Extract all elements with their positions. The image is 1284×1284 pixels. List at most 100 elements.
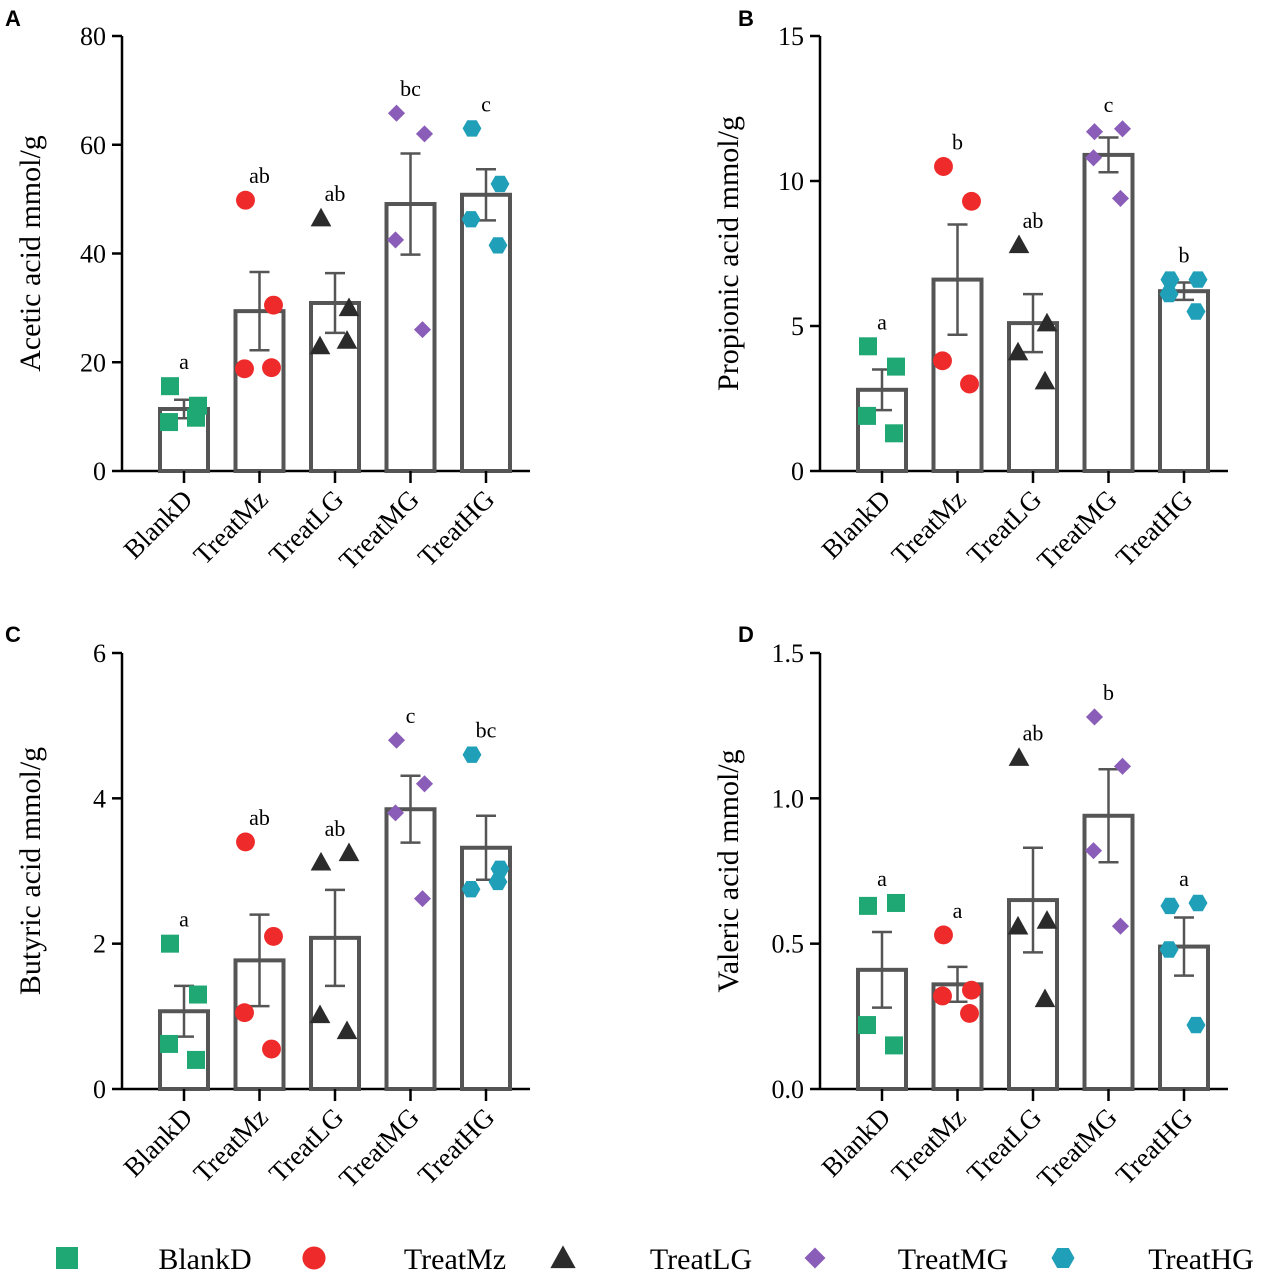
data-point-TreatHG (1159, 285, 1179, 303)
data-point-BlankD (858, 406, 876, 425)
data-point-TreatMz (235, 1003, 254, 1023)
panel-D: D 0.0 0.5 1.0 1.5 Valeric acid mmol/g a BlankD a… (712, 622, 1228, 1194)
legend-marker-BlankD (56, 1247, 78, 1269)
x-tick-label: TreatMG (333, 1102, 425, 1194)
legend-marker-TreatLG (550, 1245, 576, 1269)
y-tick-label: 1.5 (772, 639, 805, 668)
legend-label-TreatMz: TreatMz (404, 1243, 506, 1276)
data-point-TreatLG (1007, 915, 1029, 935)
x-tick-label: TreatHG (1110, 484, 1198, 572)
data-point-TreatLG (336, 1020, 358, 1040)
data-point-TreatMG (1111, 189, 1130, 207)
data-point-TreatLG (1034, 988, 1056, 1008)
x-tick-label: TreatMz (187, 1102, 273, 1188)
significance-label: bc (476, 718, 497, 743)
data-point-TreatLG (310, 851, 332, 871)
panel-letter: D (738, 622, 754, 647)
data-point-TreatLG (338, 842, 360, 862)
data-point-TreatMG (1084, 149, 1103, 167)
legend-label-TreatMG: TreatMG (898, 1243, 1009, 1276)
data-point-BlankD (859, 896, 877, 915)
significance-label: b (1179, 243, 1190, 268)
data-point-TreatLG (1036, 910, 1058, 929)
data-point-TreatMG (386, 231, 405, 249)
y-tick-label: 0.0 (772, 1075, 805, 1104)
data-point-BlankD (187, 408, 205, 427)
data-point-TreatHG (1159, 941, 1179, 958)
y-tick-label: 15 (778, 22, 804, 51)
y-tick-label: 5 (791, 312, 804, 341)
bar-TreatMG (384, 807, 437, 1091)
data-point-TreatMz (934, 157, 953, 176)
bar-TreatHG (460, 192, 512, 473)
data-point-TreatMz (236, 832, 255, 852)
y-tick-label: 60 (80, 131, 106, 160)
data-point-BlankD (161, 377, 179, 396)
panel-A: A 0 20 40 60 80 Acetic acid mmol/g a BlankD ab Tre… (5, 6, 530, 576)
data-point-TreatLG (310, 207, 332, 227)
data-point-TreatMz (235, 359, 254, 379)
data-point-BlankD (187, 1050, 205, 1069)
y-axis-label: Acetic acid mmol/g (14, 135, 47, 372)
significance-label: c (406, 703, 416, 728)
data-point-TreatMz (262, 1039, 281, 1059)
data-point-TreatHG (1160, 271, 1180, 288)
y-tick-label: 80 (80, 22, 106, 51)
data-point-TreatLG (1036, 312, 1058, 332)
significance-label: a (953, 898, 963, 923)
data-point-TreatHG (488, 873, 508, 891)
data-point-TreatLG (1007, 341, 1029, 361)
data-point-TreatMz (236, 190, 255, 210)
y-axis-label: Propionic acid mmol/g (712, 116, 745, 391)
y-tick-label: 0.5 (772, 930, 805, 959)
x-tick-label: TreatHG (412, 484, 500, 572)
data-point-TreatMz (262, 358, 281, 378)
x-tick-label: TreatMz (885, 484, 971, 570)
data-point-TreatLG (1008, 747, 1030, 766)
data-point-TreatMG (1111, 917, 1130, 935)
bar-TreatMG (1082, 152, 1135, 473)
x-tick-label: TreatMz (885, 1102, 971, 1188)
data-point-TreatLG (309, 335, 331, 355)
significance-label: c (481, 91, 491, 116)
data-point-TreatHG (1186, 1016, 1206, 1034)
data-point-BlankD (885, 424, 903, 443)
data-point-TreatHG (461, 881, 481, 898)
data-point-BlankD (885, 1036, 903, 1055)
data-point-TreatLG (1034, 370, 1056, 390)
data-point-BlankD (161, 934, 179, 953)
y-axis-label: Butyric acid mmol/g (14, 747, 47, 995)
x-tick-label: TreatMG (1031, 1102, 1123, 1194)
data-point-TreatMz (962, 191, 981, 211)
data-point-TreatMz (960, 1003, 979, 1023)
y-tick-label: 0 (93, 1075, 106, 1104)
significance-label: a (1179, 866, 1189, 891)
x-tick-label: TreatMG (333, 484, 425, 576)
significance-label: ab (249, 805, 270, 830)
panel-B: B 0 5 10 15 Propionic acid mmol/g a BlankD b Trea… (712, 6, 1228, 576)
significance-label: ab (249, 163, 270, 188)
significance-label: ab (1023, 721, 1044, 746)
data-point-TreatHG (1160, 897, 1180, 915)
data-point-TreatMG (1085, 708, 1104, 726)
data-point-TreatMG (413, 321, 432, 339)
significance-label: b (952, 130, 963, 155)
panel-C: C 0 2 4 6 Butyric acid mmol/g a BlankD ab TreatMz… (5, 622, 530, 1194)
data-point-TreatMG (415, 775, 434, 793)
y-axis-label: Valeric acid mmol/g (712, 749, 745, 992)
data-point-TreatLG (309, 1004, 331, 1024)
legend-label-TreatLG: TreatLG (650, 1243, 752, 1276)
panel-letter: B (738, 6, 754, 31)
data-point-BlankD (858, 1016, 876, 1035)
bar-TreatHG (1158, 289, 1210, 474)
data-point-TreatMz (933, 986, 952, 1006)
y-tick-label: 0 (93, 457, 106, 486)
legend-marker-TreatMG (804, 1247, 826, 1269)
x-tick-label: BlankD (816, 484, 897, 565)
data-point-TreatLG (338, 297, 360, 317)
legend-label-TreatHG: TreatHG (1148, 1243, 1254, 1276)
data-point-BlankD (160, 413, 178, 432)
data-point-TreatMz (962, 980, 981, 1000)
data-point-TreatMz (264, 295, 283, 315)
